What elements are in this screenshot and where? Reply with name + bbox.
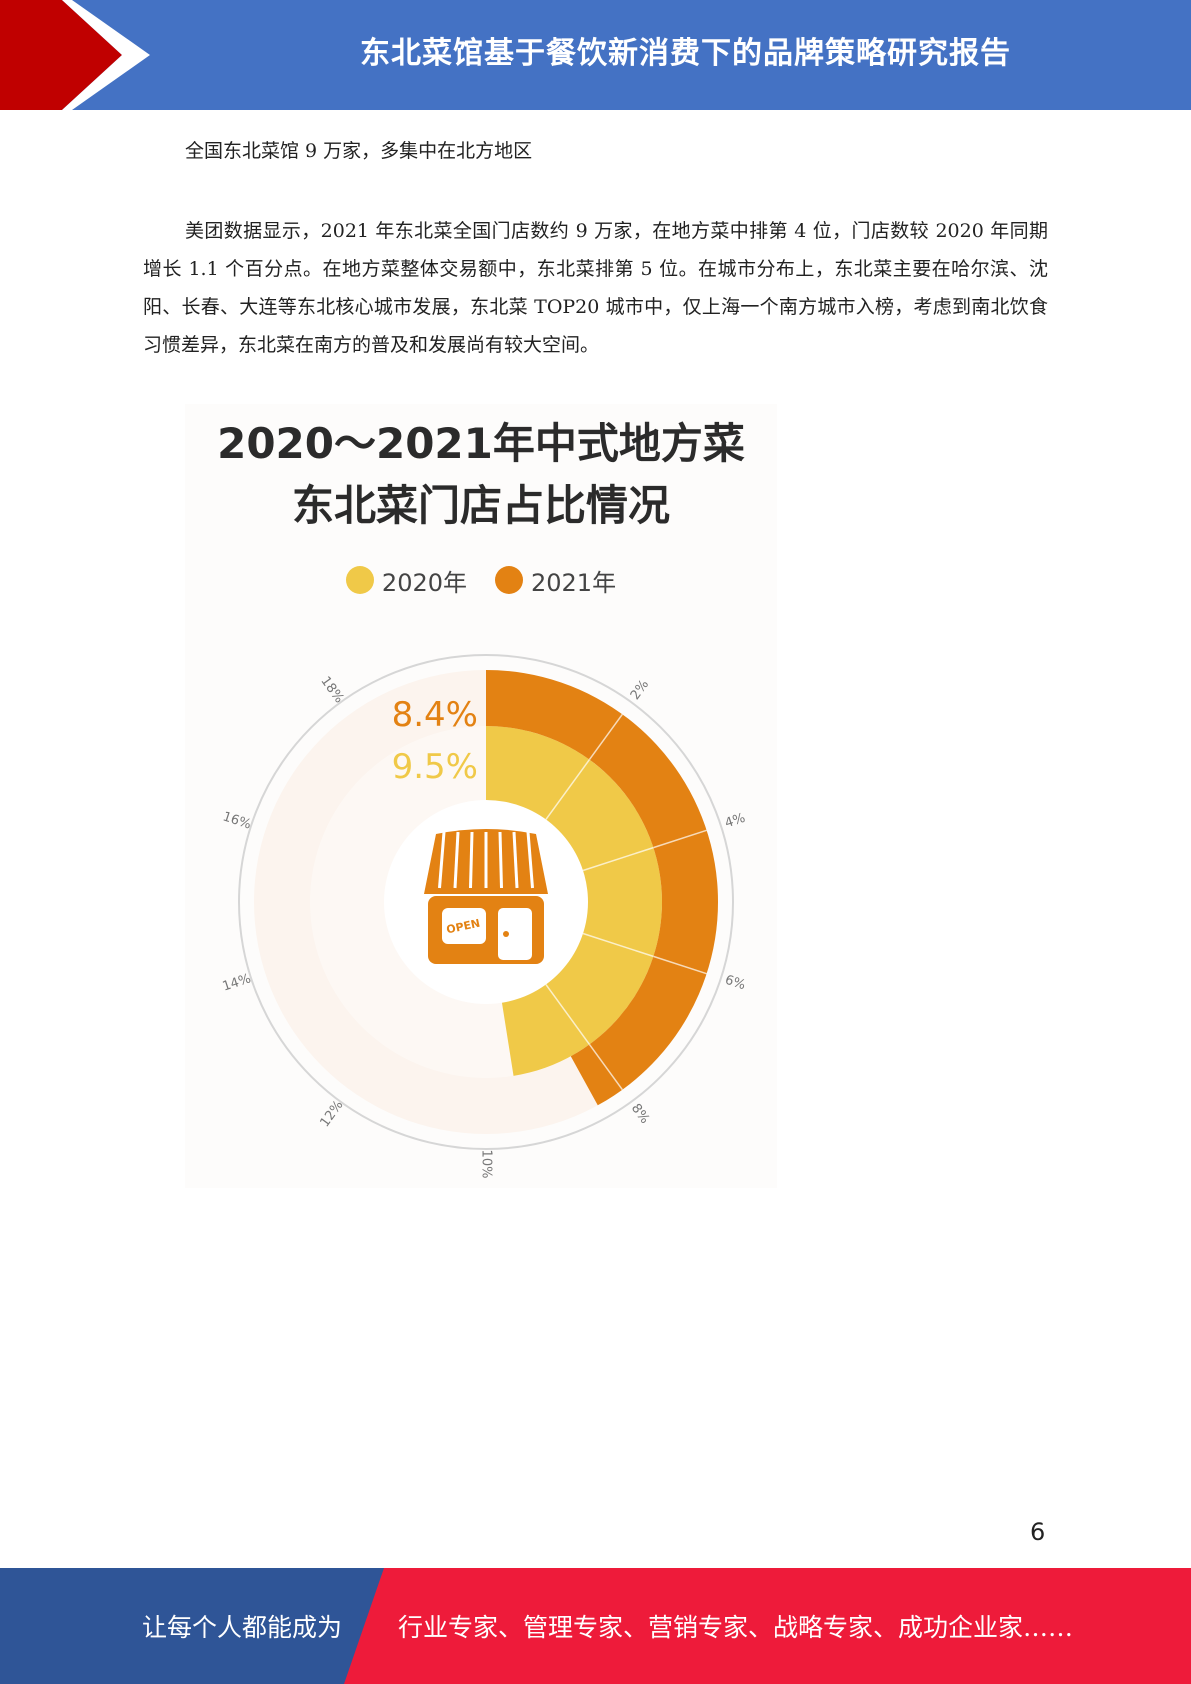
report-title: 东北菜馆基于餐饮新消费下的品牌策略研究报告 [360, 36, 1011, 71]
bar-separator-6% [582, 932, 654, 958]
bar-separator-4% [653, 829, 707, 849]
bar-separator-4% [582, 846, 654, 872]
legend-label-2020: 2020年 [381, 568, 467, 597]
page-footer: 让每个人都能成为 行业专家、管理专家、营销专家、战略专家、成功企业家…… [0, 1568, 1191, 1684]
bar-separator-8% [588, 1043, 623, 1091]
legend-item-2021: 2021年 [495, 563, 616, 598]
tick-label-4: 4% [723, 811, 747, 832]
header-arrow-decoration [0, 0, 150, 110]
outer-axis-ring [238, 654, 734, 1150]
legend-swatch-2020 [345, 566, 374, 594]
section-paragraph: 美团数据显示，2021 年东北菜全国门店数约 9 万家，在地方菜中排第 4 位，… [143, 220, 1048, 356]
legend-item-2020: 2020年 [345, 563, 467, 598]
bar-separator-6% [653, 955, 707, 975]
tick-label-10: 10% [479, 1150, 494, 1179]
tick-label-8: 8% [628, 1101, 652, 1127]
radial-bar-chart: 2020～2021年中式地方菜 东北菜门店占比情况 2020年 2021年 2%… [185, 404, 777, 1188]
tick-label-2: 2% [628, 677, 652, 703]
value-label-2021: 8.4% [392, 695, 478, 735]
chart-title-line1: 2020～2021年中式地方菜 [217, 419, 745, 468]
page-header: 东北菜馆基于餐饮新消费下的品牌策略研究报告 [0, 0, 1191, 110]
series-bar-2021年 [486, 670, 718, 1106]
footer-slogan-left: 让每个人都能成为 [142, 1613, 343, 1642]
bar-separator-2% [588, 713, 623, 761]
storefront-open-icon: OPEN [424, 829, 548, 964]
bar-separator-2% [545, 759, 591, 820]
series-bar-2020年 [486, 726, 662, 1076]
chart-plot: 2%4%6%8%10%12%14%16%18%8.4%9.5%OPEN [221, 654, 747, 1179]
legend-swatch-2021 [495, 566, 523, 594]
footer-background [0, 1568, 1191, 1684]
chart-legend: 2020年 2021年 [185, 560, 777, 600]
value-label-2020: 9.5% [392, 747, 478, 787]
tick-label-6: 6% [723, 973, 747, 994]
legend-label-2021: 2021年 [531, 568, 617, 597]
tick-label-14: 14% [221, 971, 253, 994]
section-subheading: 全国东北菜馆 9 万家，多集中在北方地区 [185, 140, 533, 162]
page-number: 6 [1030, 1518, 1046, 1546]
chart-title-line2: 东北菜门店占比情况 [291, 481, 670, 530]
footer-slogan-right: 行业专家、管理专家、营销专家、战略专家、成功企业家…… [398, 1613, 1074, 1642]
bar-separator-8% [545, 984, 591, 1045]
tick-label-16: 16% [221, 809, 253, 832]
